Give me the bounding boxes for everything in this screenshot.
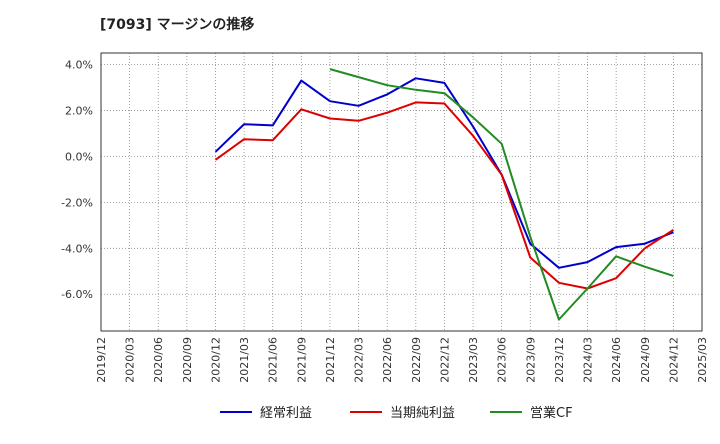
legend-label: 営業CF — [530, 405, 573, 421]
series-line — [214, 77, 674, 269]
series-line — [329, 68, 674, 321]
x-tick-label: 2021/03 — [238, 337, 251, 383]
x-tick-label: 2020/12 — [209, 337, 222, 383]
x-tick-label: 2023/12 — [553, 337, 566, 383]
x-tick-label: 2022/06 — [381, 337, 394, 383]
x-tick-label: 2024/03 — [582, 337, 595, 383]
plot-frame — [100, 52, 703, 332]
x-tick-label: 2021/06 — [267, 337, 280, 383]
x-tick-label: 2020/09 — [181, 337, 194, 383]
legend: 経常利益 当期純利益 営業CF — [220, 405, 573, 421]
x-tick-label: 2025/03 — [696, 337, 709, 383]
chart-title: [7093] マージンの推移 — [100, 16, 254, 33]
x-tick-label: 2024/09 — [639, 337, 652, 383]
legend-label: 当期純利益 — [390, 406, 455, 421]
x-tick-label: 2024/12 — [667, 337, 680, 383]
x-tick-label: 2023/03 — [467, 337, 480, 383]
x-tick-label: 2020/06 — [152, 337, 165, 383]
grid — [100, 53, 703, 331]
y-axis: 4.0% 2.0% 0.0% -2.0% -4.0% -6.0% — [61, 58, 93, 301]
x-tick-label: 2022/03 — [353, 337, 366, 383]
y-tick-label: -2.0% — [61, 196, 93, 209]
series-lines — [214, 68, 674, 321]
x-tick-label: 2022/12 — [438, 337, 451, 383]
x-tick-label: 2024/06 — [610, 337, 623, 383]
x-tick-label: 2023/06 — [496, 337, 509, 383]
x-tick-label: 2022/09 — [410, 337, 423, 383]
y-tick-label: 4.0% — [65, 58, 93, 71]
y-tick-label: 2.0% — [65, 104, 93, 117]
x-tick-label: 2019/12 — [95, 337, 108, 383]
y-tick-label: 0.0% — [65, 150, 93, 163]
x-tick-label: 2023/09 — [524, 337, 537, 383]
legend-label: 経常利益 — [260, 406, 312, 421]
x-tick-label: 2020/03 — [124, 337, 137, 383]
y-tick-label: -6.0% — [61, 288, 93, 301]
x-tick-label: 2021/09 — [295, 337, 308, 383]
y-tick-label: -4.0% — [61, 242, 93, 255]
series-line — [214, 101, 674, 290]
x-tick-label: 2021/12 — [324, 337, 337, 383]
x-axis: 2019/12 2020/03 2020/06 2020/09 2020/12 2021/… — [95, 337, 709, 383]
